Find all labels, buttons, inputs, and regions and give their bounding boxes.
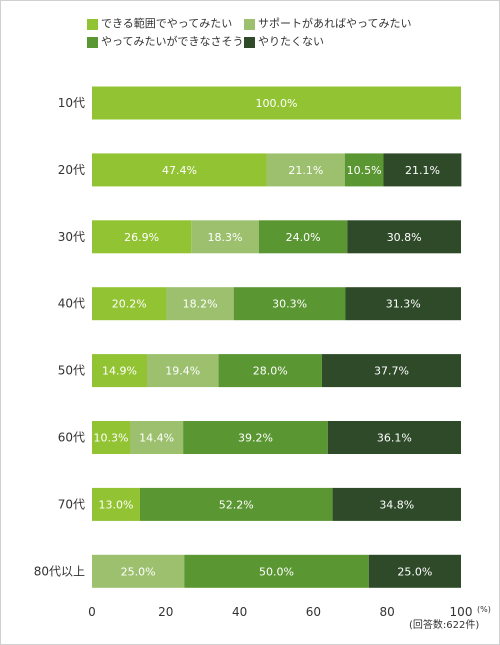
bar-segment [383, 153, 462, 187]
bar-value-label: 34.8% [379, 498, 414, 511]
bar-value-label: 52.2% [219, 498, 254, 511]
bar-segment [92, 421, 131, 454]
bar-value-label: 26.9% [124, 231, 159, 244]
bar-value-label: 18.3% [208, 231, 243, 244]
bar-segment [92, 86, 461, 120]
category-label: 80代以上 [34, 564, 85, 578]
bar-segment [92, 487, 140, 521]
bar-value-label: 30.3% [272, 298, 307, 311]
bar-value-label: 30.8% [387, 231, 422, 244]
legend-swatch [87, 37, 98, 48]
legend-label: できる範囲でやってみたい [101, 17, 233, 30]
bar-value-label: 47.4% [162, 164, 197, 177]
bar-segment [368, 554, 461, 588]
bar-value-label: 21.1% [288, 164, 323, 177]
legend-swatch [244, 37, 255, 48]
legend-label: サポートがあればやってみたい [258, 17, 412, 30]
bar-segment [166, 287, 234, 321]
bar-value-label: 13.0% [99, 498, 134, 511]
bar-value-label: 19.4% [165, 365, 200, 378]
bar-value-label: 50.0% [259, 565, 294, 578]
bar-segment [191, 220, 259, 254]
bar-segment [130, 421, 184, 454]
bar-value-label: 10.3% [94, 432, 129, 445]
legend: できる範囲でやってみたい サポートがあればやってみたいやってみたいができなさそう や… [87, 17, 487, 57]
bar-segment [92, 153, 267, 187]
legend-swatch [244, 19, 255, 30]
bar-segment [139, 487, 333, 521]
bar-segment [146, 354, 219, 388]
bar-value-label: 14.9% [102, 365, 137, 378]
bar-segment [183, 421, 328, 454]
bar-value-label: 37.7% [374, 365, 409, 378]
bar-segment [92, 287, 167, 321]
bar-segment [233, 287, 346, 321]
bar-value-label: 28.0% [253, 365, 288, 378]
x-tick-label: 60 [306, 605, 321, 619]
bar-value-label: 10.5% [347, 164, 382, 177]
bar-segment [345, 287, 461, 321]
category-label: 30代 [58, 230, 85, 244]
bar-value-label: 39.2% [238, 432, 273, 445]
category-label: 50代 [58, 364, 85, 378]
x-tick-label: 40 [232, 605, 247, 619]
bar-value-label: 100.0% [256, 97, 298, 110]
legend-label: やりたくない [258, 35, 324, 48]
bar-value-label: 25.0% [121, 565, 156, 578]
bar-value-label: 31.3% [386, 298, 421, 311]
bar-value-label: 20.2% [112, 298, 147, 311]
bar-segment [92, 554, 185, 588]
bar-segment [344, 153, 384, 187]
x-tick-label: 0 [88, 605, 96, 619]
bar-value-label: 24.0% [286, 231, 321, 244]
bar-segment [327, 421, 461, 454]
x-axis-unit: (%) [477, 605, 491, 614]
x-tick-label: 100 [450, 605, 473, 619]
bar-segment [218, 354, 322, 388]
bar-segment [92, 220, 192, 254]
bar-segment [347, 220, 461, 254]
category-label: 10代 [58, 96, 85, 110]
bar-value-label: 25.0% [397, 565, 432, 578]
category-label: 40代 [58, 297, 85, 311]
bar-value-label: 14.4% [139, 432, 174, 445]
bar-segment [266, 153, 345, 187]
bar-value-label: 36.1% [377, 432, 412, 445]
bar-segment [92, 354, 147, 388]
category-label: 60代 [58, 431, 85, 445]
x-tick-label: 20 [158, 605, 173, 619]
bar-segment [321, 354, 461, 388]
legend-swatch [87, 19, 98, 30]
bar-segment [184, 554, 369, 588]
response-count-note: (回答数:622件) [409, 620, 480, 631]
category-label: 20代 [58, 163, 85, 177]
bar-segment [258, 220, 348, 254]
category-label: 70代 [58, 497, 85, 511]
bar-value-label: 21.1% [405, 164, 440, 177]
bar-value-label: 18.2% [183, 298, 218, 311]
x-tick-label: 80 [380, 605, 395, 619]
bar-segment [332, 487, 461, 521]
legend-label: やってみたいができなさそう [101, 35, 244, 48]
